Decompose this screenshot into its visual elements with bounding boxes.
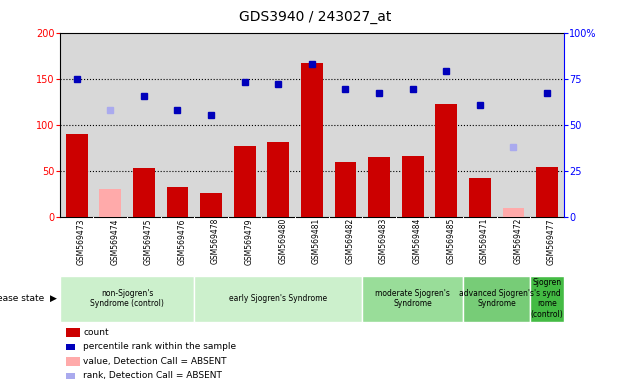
- Text: percentile rank within the sample: percentile rank within the sample: [83, 342, 236, 351]
- FancyBboxPatch shape: [530, 276, 564, 322]
- Text: GSM569472: GSM569472: [513, 218, 522, 265]
- Text: GSM569473: GSM569473: [77, 218, 86, 265]
- Text: value, Detection Call = ABSENT: value, Detection Call = ABSENT: [83, 357, 227, 366]
- Text: GSM569478: GSM569478: [211, 218, 220, 265]
- Text: GSM569477: GSM569477: [547, 218, 556, 265]
- Text: GSM569482: GSM569482: [345, 218, 355, 264]
- Text: GSM569483: GSM569483: [379, 218, 388, 265]
- Bar: [234, 146, 256, 217]
- Bar: [200, 193, 222, 217]
- Bar: [368, 157, 390, 217]
- Text: GDS3940 / 243027_at: GDS3940 / 243027_at: [239, 10, 391, 23]
- Text: early Sjogren's Syndrome: early Sjogren's Syndrome: [229, 294, 328, 303]
- Bar: [536, 167, 558, 217]
- Text: Sjogren
's synd
rome
(control): Sjogren 's synd rome (control): [530, 278, 563, 319]
- Text: GSM569471: GSM569471: [480, 218, 489, 265]
- Text: count: count: [83, 328, 109, 337]
- Text: GSM569480: GSM569480: [278, 218, 287, 265]
- Bar: [335, 162, 357, 217]
- Text: GSM569479: GSM569479: [244, 218, 254, 265]
- FancyBboxPatch shape: [362, 276, 463, 322]
- Bar: [100, 189, 121, 217]
- Bar: [435, 104, 457, 217]
- FancyBboxPatch shape: [60, 276, 194, 322]
- FancyBboxPatch shape: [463, 276, 530, 322]
- Text: GSM569474: GSM569474: [110, 218, 119, 265]
- Bar: [166, 187, 188, 217]
- Text: rank, Detection Call = ABSENT: rank, Detection Call = ABSENT: [83, 371, 222, 381]
- FancyBboxPatch shape: [194, 276, 362, 322]
- Bar: [301, 63, 323, 217]
- Text: GSM569481: GSM569481: [312, 218, 321, 264]
- Text: GSM569485: GSM569485: [446, 218, 455, 265]
- Text: disease state  ▶: disease state ▶: [0, 294, 57, 303]
- Bar: [402, 156, 423, 217]
- Bar: [267, 142, 289, 217]
- Text: GSM569484: GSM569484: [413, 218, 421, 265]
- Bar: [66, 134, 88, 217]
- Bar: [133, 168, 155, 217]
- Text: GSM569475: GSM569475: [144, 218, 153, 265]
- Text: non-Sjogren's
Syndrome (control): non-Sjogren's Syndrome (control): [90, 289, 164, 308]
- Text: moderate Sjogren's
Syndrome: moderate Sjogren's Syndrome: [375, 289, 450, 308]
- Bar: [503, 208, 524, 217]
- Bar: [469, 178, 491, 217]
- Text: GSM569476: GSM569476: [178, 218, 186, 265]
- Text: advanced Sjogren's
Syndrome: advanced Sjogren's Syndrome: [459, 289, 534, 308]
